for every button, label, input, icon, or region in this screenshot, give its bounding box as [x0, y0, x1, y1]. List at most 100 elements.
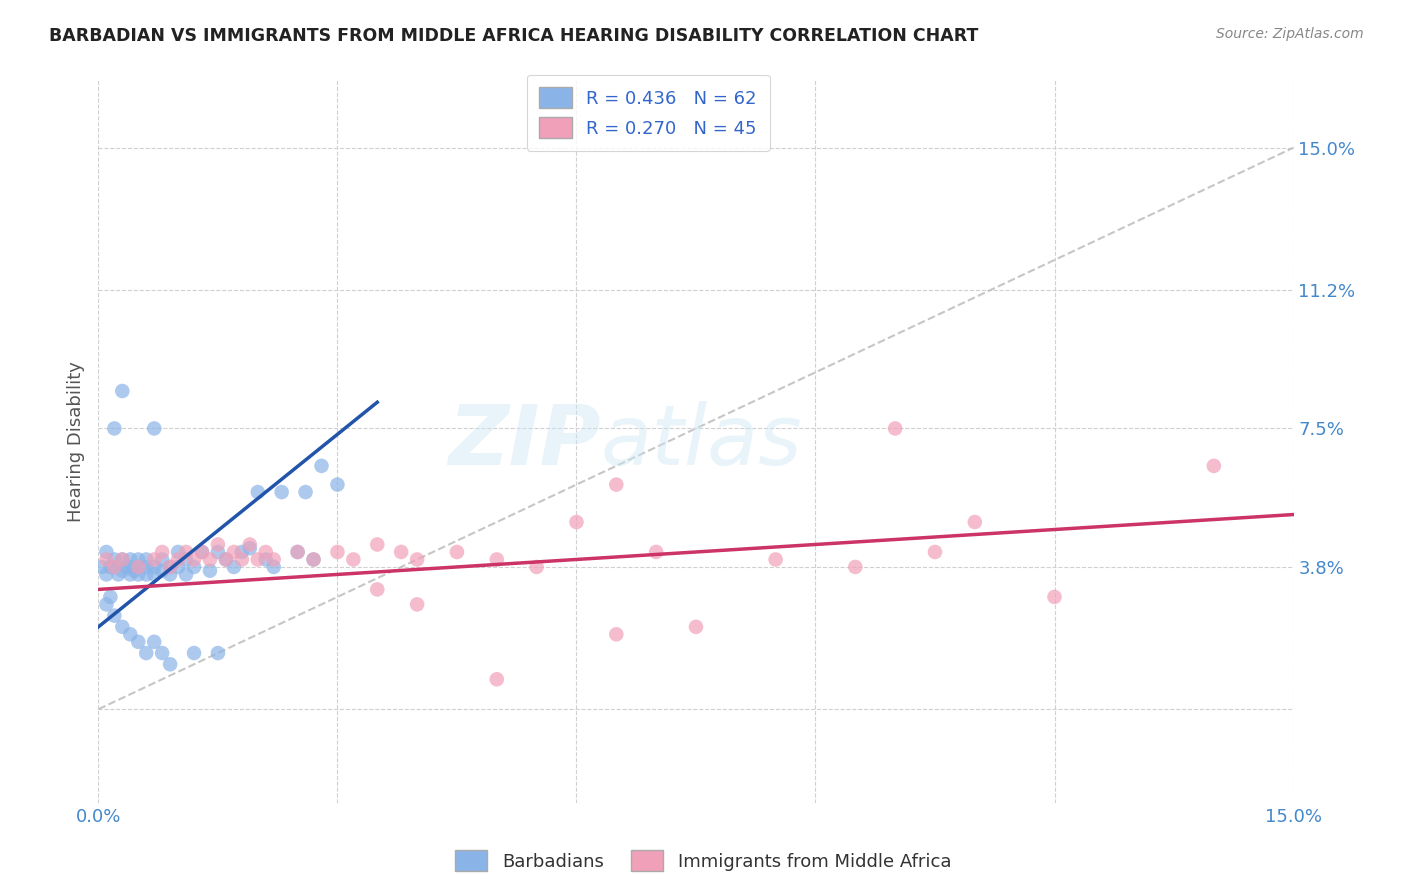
Point	[446, 545, 468, 559]
Point	[183, 646, 205, 660]
Point	[645, 545, 668, 559]
Point	[150, 646, 173, 660]
Point	[103, 421, 125, 435]
Point	[366, 582, 388, 597]
Point	[1202, 458, 1225, 473]
Point	[294, 485, 316, 500]
Point	[127, 567, 149, 582]
Point	[183, 560, 205, 574]
Legend: Barbadians, Immigrants from Middle Africa: Barbadians, Immigrants from Middle Afric…	[447, 843, 959, 879]
Point	[198, 564, 221, 578]
Point	[159, 560, 181, 574]
Point	[135, 560, 157, 574]
Point	[239, 537, 262, 551]
Point	[111, 552, 134, 566]
Point	[120, 567, 142, 582]
Point	[302, 552, 325, 566]
Point	[103, 552, 125, 566]
Point	[198, 552, 221, 566]
Point	[1043, 590, 1066, 604]
Point	[765, 552, 787, 566]
Point	[287, 545, 309, 559]
Point	[605, 477, 627, 491]
Point	[127, 635, 149, 649]
Point	[207, 545, 229, 559]
Point	[96, 552, 118, 566]
Point	[127, 560, 149, 574]
Point	[485, 673, 508, 687]
Point	[342, 552, 364, 566]
Point	[107, 567, 129, 582]
Point	[222, 545, 245, 559]
Point	[167, 545, 190, 559]
Text: atlas: atlas	[600, 401, 801, 482]
Point	[150, 545, 173, 559]
Point	[143, 421, 166, 435]
Point	[884, 421, 907, 435]
Point	[143, 552, 166, 566]
Point	[270, 485, 292, 500]
Point	[183, 552, 205, 566]
Point	[150, 552, 173, 566]
Point	[302, 552, 325, 566]
Point	[143, 560, 166, 574]
Point	[98, 590, 122, 604]
Point	[326, 477, 349, 491]
Point	[231, 545, 253, 559]
Point	[287, 545, 309, 559]
Point	[120, 560, 142, 574]
Point	[127, 552, 149, 566]
Point	[167, 552, 190, 566]
Point	[844, 560, 866, 574]
Point	[103, 608, 125, 623]
Point	[485, 552, 508, 566]
Point	[150, 564, 173, 578]
Point	[143, 567, 166, 582]
Point	[254, 545, 277, 559]
Point	[231, 552, 253, 566]
Point	[263, 560, 285, 574]
Point	[103, 560, 125, 574]
Point	[406, 598, 429, 612]
Point	[207, 646, 229, 660]
Point	[91, 560, 114, 574]
Point	[159, 560, 181, 574]
Point	[685, 620, 707, 634]
Point	[174, 567, 197, 582]
Legend: R = 0.436   N = 62, R = 0.270   N = 45: R = 0.436 N = 62, R = 0.270 N = 45	[527, 75, 769, 151]
Point	[366, 537, 388, 551]
Point	[103, 560, 125, 574]
Point	[167, 560, 190, 574]
Point	[96, 545, 118, 559]
Point	[924, 545, 946, 559]
Point	[111, 564, 134, 578]
Point	[120, 627, 142, 641]
Point	[389, 545, 412, 559]
Point	[207, 537, 229, 551]
Point	[406, 552, 429, 566]
Text: ZIP: ZIP	[447, 401, 600, 482]
Point	[120, 552, 142, 566]
Point	[963, 515, 986, 529]
Text: BARBADIAN VS IMMIGRANTS FROM MIDDLE AFRICA HEARING DISABILITY CORRELATION CHART: BARBADIAN VS IMMIGRANTS FROM MIDDLE AFRI…	[49, 27, 979, 45]
Point	[526, 560, 548, 574]
Point	[127, 560, 149, 574]
Point	[311, 458, 333, 473]
Point	[605, 627, 627, 641]
Point	[135, 567, 157, 582]
Point	[135, 552, 157, 566]
Point	[254, 552, 277, 566]
Point	[222, 560, 245, 574]
Point	[111, 552, 134, 566]
Point	[143, 635, 166, 649]
Point	[111, 620, 134, 634]
Point	[96, 598, 118, 612]
Point	[263, 552, 285, 566]
Point	[111, 384, 134, 398]
Point	[246, 485, 269, 500]
Point	[96, 567, 118, 582]
Point	[215, 552, 238, 566]
Point	[115, 560, 138, 574]
Point	[191, 545, 214, 559]
Point	[174, 552, 197, 566]
